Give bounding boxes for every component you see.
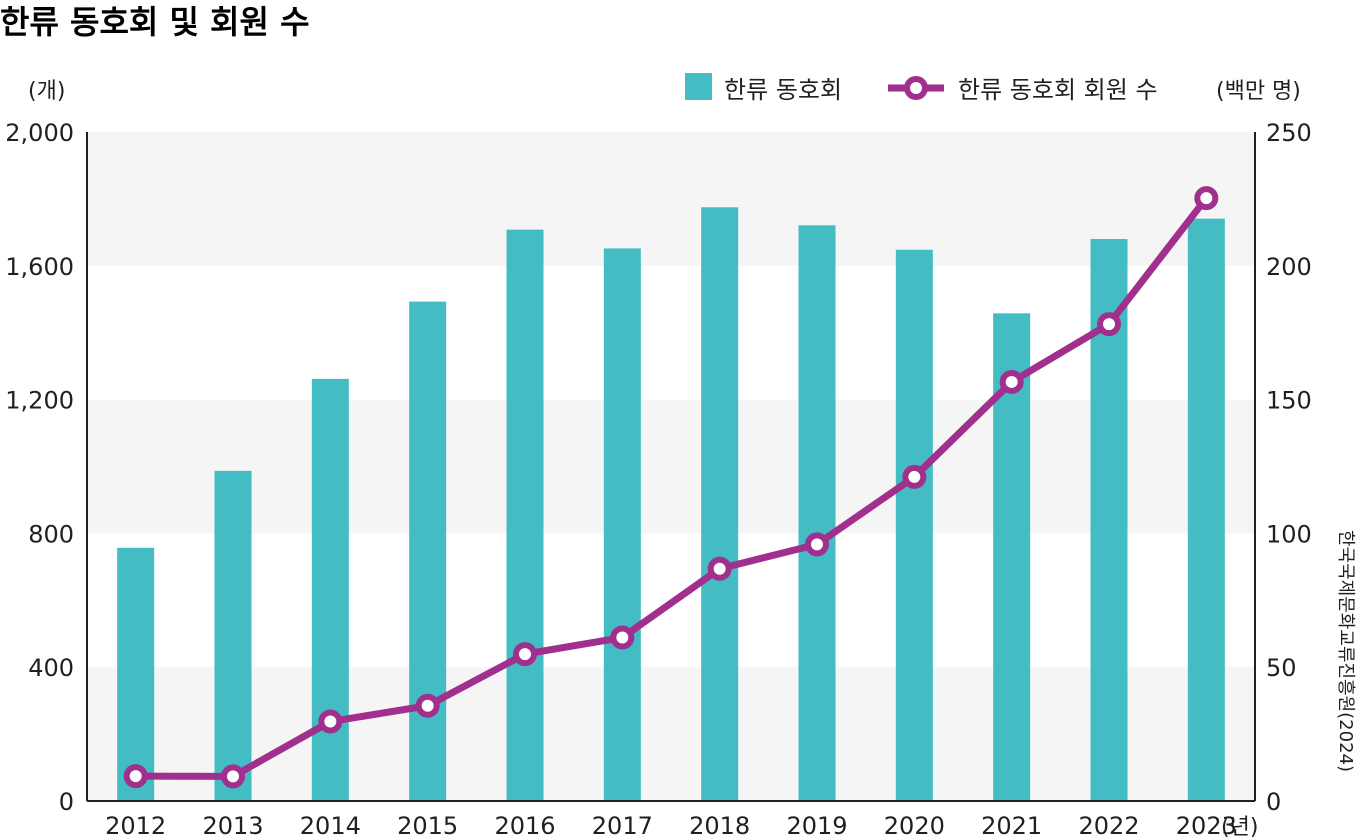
line-point-2019 bbox=[805, 532, 829, 557]
line-point-2023 bbox=[1194, 186, 1219, 211]
right-tick-label: 50 bbox=[1266, 654, 1297, 682]
grid-band bbox=[87, 399, 1255, 534]
line-point-2016 bbox=[513, 642, 537, 667]
chart-title: 한류 동호회 및 회원 수 bbox=[0, 3, 310, 41]
x-tick-label: 2013 bbox=[202, 812, 263, 840]
line-point-2017 bbox=[610, 625, 635, 650]
left-tick-label: 400 bbox=[28, 654, 74, 682]
legend: 한류 동호회 한류 동호회 회원 수 (백만 명) bbox=[685, 73, 1301, 104]
legend-bar-label: 한류 동호회 bbox=[724, 76, 842, 104]
line-point-2014 bbox=[318, 709, 343, 734]
x-tick-label: 2017 bbox=[592, 812, 653, 840]
left-tick-label: 2,000 bbox=[5, 119, 74, 147]
x-tick-label: 2023 bbox=[1176, 812, 1237, 840]
bar-2015 bbox=[409, 301, 447, 801]
line-point-2013 bbox=[221, 764, 245, 789]
left-axis-unit: (개) bbox=[28, 79, 65, 104]
bar-series bbox=[117, 207, 1225, 802]
right-tick-label: 150 bbox=[1266, 387, 1312, 415]
right-tick-label: 250 bbox=[1266, 119, 1312, 147]
bar-2012 bbox=[117, 547, 155, 801]
right-axis-unit: (백만 명) bbox=[1216, 79, 1301, 104]
bar-2019 bbox=[798, 225, 836, 801]
x-axis-unit: (년) bbox=[1221, 815, 1258, 840]
legend-line-label: 한류 동호회 회원 수 bbox=[958, 76, 1158, 104]
x-tick-labels: 2012 2013 2014 2015 2016 2017 2018 2019 2020 2021… bbox=[105, 812, 1237, 840]
right-tick-label: 100 bbox=[1266, 520, 1312, 548]
x-tick-label: 2016 bbox=[494, 812, 555, 840]
line-series bbox=[123, 186, 1219, 789]
line-point-2021 bbox=[999, 369, 1024, 394]
bar-2018 bbox=[701, 207, 739, 801]
line-point-2020 bbox=[902, 464, 927, 489]
axes bbox=[86, 132, 1256, 802]
x-tick-label: 2014 bbox=[300, 812, 361, 840]
right-tick-labels: 0 50 100 150 200 250 bbox=[1266, 119, 1312, 816]
series-line bbox=[132, 194, 1210, 780]
grid-bands bbox=[87, 132, 1255, 801]
left-tick-label: 1,600 bbox=[5, 253, 74, 281]
grid-band bbox=[87, 667, 1255, 801]
x-tick-label: 2019 bbox=[786, 812, 847, 840]
x-tick-label: 2018 bbox=[689, 812, 750, 840]
bar-2016 bbox=[506, 229, 544, 801]
x-tick-label: 2020 bbox=[884, 812, 945, 840]
legend-bar-swatch bbox=[685, 73, 712, 100]
x-tick-label: 2022 bbox=[1078, 812, 1139, 840]
left-tick-label: 1,200 bbox=[5, 387, 74, 415]
bar-2020 bbox=[895, 249, 933, 801]
x-tick-label: 2012 bbox=[105, 812, 166, 840]
line-point-2018 bbox=[707, 556, 732, 581]
right-tick-label: 200 bbox=[1266, 253, 1312, 281]
grid-band bbox=[87, 132, 1255, 266]
x-tick-label: 2021 bbox=[981, 812, 1042, 840]
line-point-2012 bbox=[123, 764, 148, 789]
left-tick-label: 0 bbox=[59, 788, 74, 816]
left-tick-labels: 0 400 800 1,200 1,600 2,000 bbox=[5, 119, 74, 816]
legend-line-marker bbox=[904, 76, 928, 100]
grid-band bbox=[87, 265, 1255, 400]
bar-2014 bbox=[311, 378, 349, 801]
bar-2013 bbox=[214, 470, 252, 801]
bar-2023 bbox=[1187, 218, 1225, 801]
bar-2017 bbox=[603, 248, 641, 801]
right-tick-label: 0 bbox=[1266, 788, 1281, 816]
line-point-2015 bbox=[415, 693, 440, 718]
source-note: 한국국제문화교류진흥원(2024) bbox=[1335, 530, 1356, 772]
left-tick-label: 800 bbox=[28, 520, 74, 548]
line-point-2022 bbox=[1097, 312, 1121, 337]
x-tick-label: 2015 bbox=[397, 812, 458, 840]
